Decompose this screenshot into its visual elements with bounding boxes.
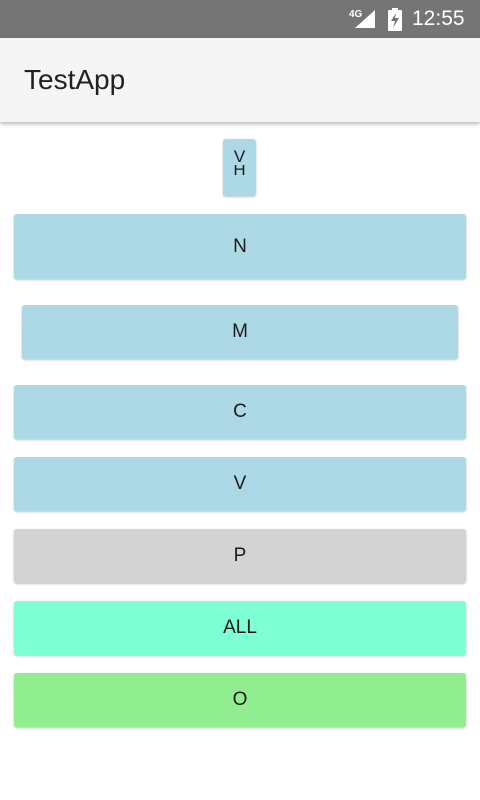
all-button-label: ALL: [223, 617, 257, 638]
app-bar: TestApp: [0, 38, 480, 122]
tiny-button-label-bottom: H: [233, 165, 246, 175]
signal-icon: [355, 10, 375, 28]
app-title: TestApp: [24, 64, 126, 95]
n-button[interactable]: N: [14, 214, 466, 279]
c-button[interactable]: C: [14, 385, 466, 439]
c-button-label: C: [233, 401, 247, 422]
clock: 12:55: [412, 7, 465, 30]
p-button-label: P: [233, 545, 247, 566]
n-button-label: N: [233, 235, 247, 257]
tiny-vh-button[interactable]: V H: [223, 139, 256, 196]
battery-charging-icon: [388, 8, 402, 31]
v-button-label: V: [233, 473, 247, 494]
v-button[interactable]: V: [14, 457, 466, 511]
p-button[interactable]: P: [14, 529, 466, 583]
m-button-label: M: [232, 321, 248, 342]
tiny-button-label-top: V: [233, 149, 246, 165]
status-bar: 4G 12:55: [0, 0, 480, 38]
all-button[interactable]: ALL: [14, 601, 466, 655]
network-type-label: 4G: [349, 9, 363, 20]
o-button[interactable]: O: [14, 673, 466, 727]
o-button-label: O: [232, 689, 248, 710]
m-button[interactable]: M: [22, 305, 458, 359]
